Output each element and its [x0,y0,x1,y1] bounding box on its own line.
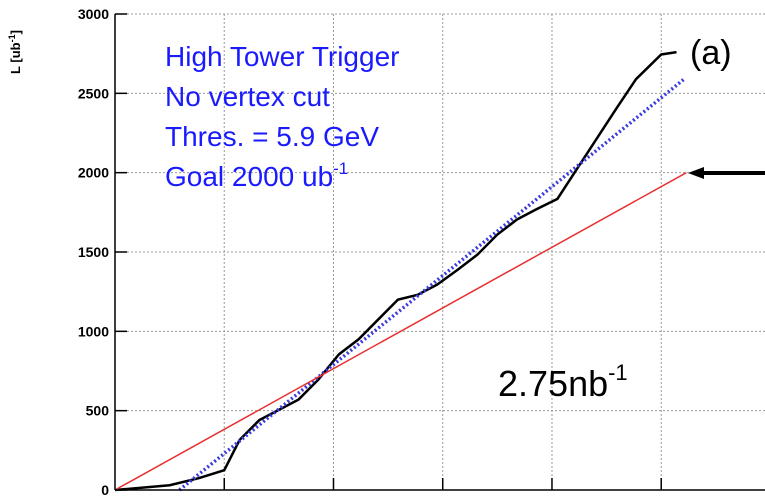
plot [114,50,687,492]
legend-line: No vertex cut [165,81,330,112]
panel-label: (a) [690,34,732,72]
y-tick-label: 3000 [78,6,109,22]
y-tick-label: 500 [86,403,110,419]
y-label-part: ] [8,30,23,34]
legend-line: High Tower Trigger [165,41,399,72]
annotation: 2.75nb-1 [498,360,628,404]
y-axis-label: L [ub-1] [7,30,23,74]
arrow-head [688,167,704,179]
y-label-sup: -1 [7,34,17,42]
y-tick-label: 1000 [78,323,109,339]
legend-line: Goal 2000 ub-1 [165,159,348,192]
legend-sup: -1 [333,159,348,178]
annotation-text: 2.75nb [498,363,608,404]
legend-text: Goal 2000 ub [165,161,333,192]
y-tick-label: 1500 [78,244,109,260]
y-tick-label: 2500 [78,85,109,101]
legend-line: Thres. = 5.9 GeV [165,121,379,152]
series-line [114,50,677,492]
series-line [114,172,687,491]
legend-text: Thres. = 5.9 GeV [165,121,379,152]
y-tick-label: 2000 [78,165,109,181]
legend-text: No vertex cut [165,81,330,112]
annotation-sup: -1 [608,360,628,385]
y-label-part: L [ub [8,42,23,74]
axes: 0 500 1000 1500 2000 2500 3000 [78,6,765,496]
legend: High Tower Trigger No vertex cut Thres. = … [165,41,399,192]
series-line [178,77,686,492]
y-tick-label: 0 [101,482,109,496]
legend-text: High Tower Trigger [165,41,399,72]
grid [115,13,765,491]
